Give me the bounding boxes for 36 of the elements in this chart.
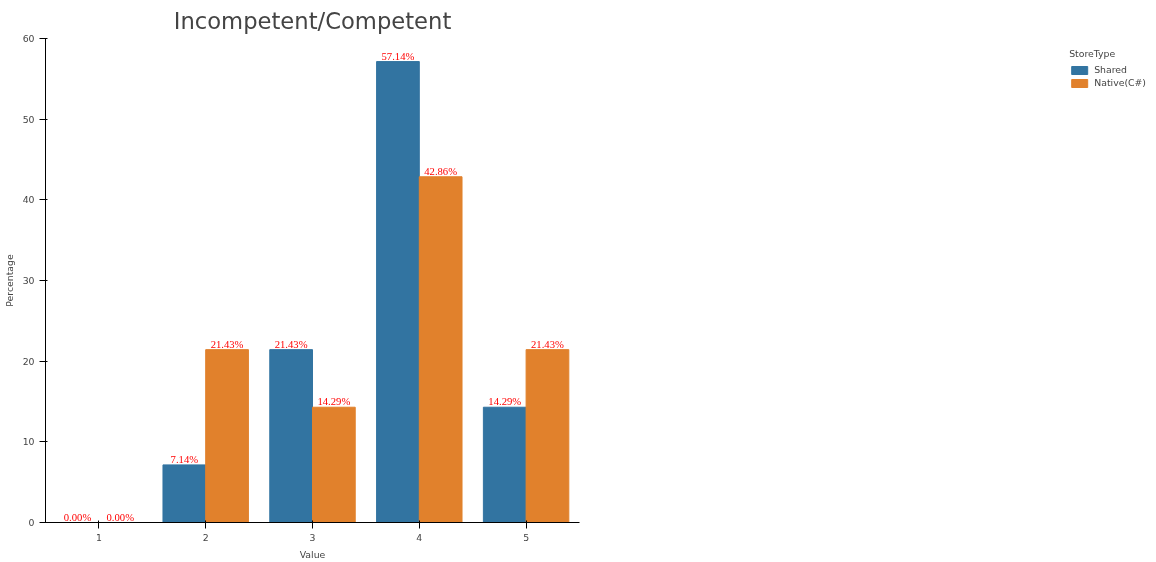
data-label: 21.43% xyxy=(210,338,244,350)
bar xyxy=(312,406,356,523)
y-tick-label: 50 xyxy=(22,113,35,125)
data-label: 57.14% xyxy=(381,50,415,62)
legend-label: Shared xyxy=(1094,64,1128,75)
data-label: 14.29% xyxy=(488,396,522,408)
y-tick-label: 30 xyxy=(22,275,35,286)
x-tick-label: 5 xyxy=(523,531,530,543)
data-label: 21.43% xyxy=(531,338,565,350)
x-tick-label: 2 xyxy=(202,531,209,543)
data-label: 7.14% xyxy=(170,453,199,465)
bar xyxy=(418,176,463,523)
bar xyxy=(162,464,207,523)
data-label: 0.00% xyxy=(106,511,135,523)
y-tick-label: 40 xyxy=(22,194,35,206)
y-tick-label: 0 xyxy=(28,517,35,528)
y-tick-label: 10 xyxy=(22,436,35,448)
y-tick-label: 60 xyxy=(22,33,35,44)
chart-title: Incompetent/Competent xyxy=(173,7,452,34)
bar xyxy=(525,349,570,523)
y-axis-title: Percentage xyxy=(3,254,15,307)
bar xyxy=(376,61,420,523)
legend-title: StoreType xyxy=(1069,48,1117,59)
x-tick-label: 4 xyxy=(416,531,423,543)
bar xyxy=(269,349,313,523)
bar xyxy=(482,406,527,523)
data-label: 14.29% xyxy=(317,396,351,408)
x-tick-label: 3 xyxy=(309,531,316,543)
bar xyxy=(205,349,249,523)
data-label: 0.00% xyxy=(63,511,92,523)
x-tick-label: 1 xyxy=(95,531,102,543)
y-tick-label: 20 xyxy=(22,355,35,367)
x-axis-title: Value xyxy=(299,548,326,560)
data-label: 42.86% xyxy=(424,165,458,177)
data-label: 21.43% xyxy=(274,338,308,350)
legend-label: Native(C#) xyxy=(1094,77,1146,88)
